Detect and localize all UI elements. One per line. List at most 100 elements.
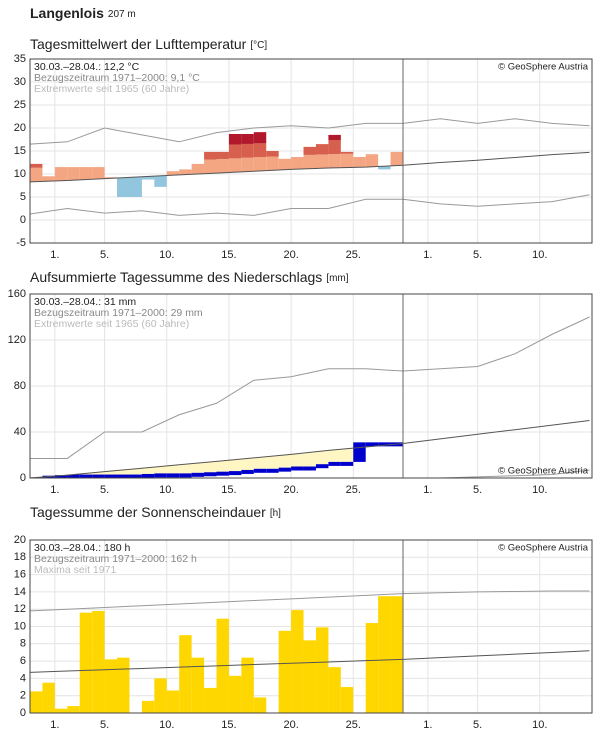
bar — [278, 630, 292, 713]
info-reference: Bezugszeitraum 1971–2000: 9,1 °C — [34, 72, 200, 84]
title: Aufsummierte Tagessumme des Niederschlag… — [30, 269, 322, 285]
info-period: 30.03.–28.04.: 31 mm — [34, 296, 136, 308]
deficit — [241, 458, 254, 470]
bar — [92, 474, 105, 478]
bar — [253, 132, 267, 144]
bar — [315, 627, 329, 713]
y-tick-label: -5 — [16, 237, 26, 249]
bar — [67, 706, 80, 713]
bar — [216, 158, 229, 173]
plot — [30, 59, 592, 243]
bar — [365, 623, 379, 713]
bar — [353, 156, 366, 168]
bar — [328, 154, 341, 168]
unit: [mm] — [326, 273, 348, 284]
bar — [328, 134, 341, 141]
bar — [104, 659, 118, 713]
bar — [166, 690, 180, 713]
plot — [30, 294, 592, 478]
bar — [92, 167, 105, 179]
deficit — [179, 464, 192, 474]
x-tick-label: 1. — [50, 719, 59, 729]
bar — [30, 163, 43, 168]
deficit — [291, 453, 304, 467]
deficit — [228, 459, 242, 472]
deficit — [154, 466, 167, 474]
bar — [117, 474, 130, 478]
bar — [79, 474, 93, 478]
y-tick-label: 120 — [8, 334, 26, 346]
bar — [340, 153, 354, 168]
bar — [378, 166, 391, 170]
bar — [154, 175, 167, 187]
bar — [129, 177, 142, 197]
x-tick-label: 20. — [283, 719, 298, 729]
deficit — [141, 467, 155, 474]
bar — [315, 154, 329, 169]
line — [30, 590, 590, 612]
y-tick-label: 35 — [14, 53, 26, 65]
unit: [h] — [270, 508, 281, 519]
bar — [253, 697, 267, 713]
bar — [241, 657, 254, 713]
y-tick-label: 30 — [14, 76, 26, 88]
y-tick-label: 10 — [14, 168, 26, 180]
bar — [340, 461, 354, 466]
x-tick-label: 25. — [346, 249, 361, 261]
bar — [266, 468, 279, 473]
x-tick-label: 1. — [423, 249, 432, 261]
x-tick-label: 10. — [532, 484, 547, 496]
chart-title: Aufsummierte Tagessumme des Niederschlag… — [30, 269, 349, 285]
y-tick-label: 0 — [20, 214, 26, 226]
bar — [129, 474, 142, 478]
x-tick-label: 1. — [423, 484, 432, 496]
info-period: 30.03.–28.04.: 180 h — [34, 542, 130, 554]
bar — [291, 466, 304, 471]
deficit — [129, 468, 142, 475]
bar — [278, 467, 292, 472]
bar — [328, 140, 341, 155]
bar — [166, 473, 180, 478]
bar — [204, 472, 217, 477]
bar — [303, 466, 316, 471]
bar — [42, 176, 55, 182]
line — [30, 420, 590, 478]
bar — [266, 156, 279, 171]
y-tick-label: 2 — [20, 690, 26, 702]
y-tick-label: 20 — [14, 122, 26, 134]
bar — [141, 176, 155, 180]
bar — [54, 475, 68, 478]
y-tick-label: 14 — [14, 586, 26, 598]
bar — [340, 687, 354, 713]
unit: [°C] — [250, 40, 267, 51]
x-tick-label: 5. — [100, 484, 109, 496]
bar — [179, 635, 192, 713]
y-tick-label: 80 — [14, 380, 26, 392]
bar — [303, 640, 316, 713]
bar — [216, 151, 229, 159]
bar — [253, 143, 267, 158]
deficit — [191, 463, 205, 473]
info-period: 30.03.–28.04.: 12,2 °C — [34, 61, 140, 73]
bar — [253, 157, 267, 171]
bar — [228, 133, 242, 145]
bar — [154, 473, 167, 478]
bar — [191, 657, 205, 713]
y-tick-label: 40 — [14, 426, 26, 438]
station: Langenlois — [30, 5, 104, 21]
y-tick-label: 0 — [20, 707, 26, 719]
x-tick-label: 10. — [159, 719, 174, 729]
bar — [117, 657, 130, 713]
y-tick-label: 15 — [14, 145, 26, 157]
bar — [166, 171, 180, 176]
bar — [378, 442, 391, 447]
bar — [228, 144, 242, 159]
credit: © GeoSphere Austria — [498, 543, 589, 554]
bar — [30, 691, 43, 713]
bar — [30, 167, 43, 182]
bar — [353, 442, 366, 462]
bar — [291, 610, 304, 713]
altitude: 207 m — [108, 9, 136, 20]
x-tick-label: 20. — [283, 249, 298, 261]
